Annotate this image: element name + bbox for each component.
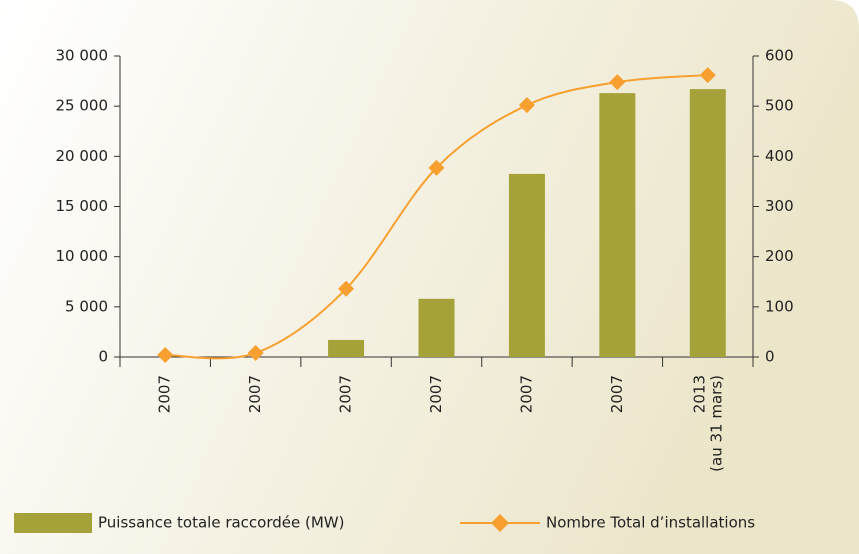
x-annotation: (au 31 mars)	[707, 375, 725, 472]
legend-marker	[491, 514, 509, 532]
y2-tick-label: 200	[765, 247, 794, 265]
marker	[338, 280, 355, 297]
y2-tick-label: 0	[765, 348, 775, 366]
y2-tick-label: 100	[765, 297, 794, 315]
bar	[599, 93, 636, 357]
y2-tick-label: 500	[765, 97, 794, 115]
y2-tick-label: 400	[765, 147, 794, 165]
x-tick-label: 2007	[608, 375, 626, 413]
y-tick-label: 15 000	[56, 197, 109, 215]
y-tick-label: 5 000	[65, 297, 108, 315]
marker	[247, 344, 264, 361]
bar	[328, 339, 365, 357]
bar	[689, 89, 726, 358]
legend-label: Nombre Total d’installations	[546, 514, 755, 532]
y-tick-label: 0	[98, 348, 108, 366]
y-tick-label: 20 000	[56, 147, 109, 165]
x-tick-label: 2007	[156, 375, 174, 413]
marker	[699, 67, 716, 84]
x-tick-label: 2013	[690, 375, 708, 413]
marker	[518, 97, 535, 114]
y-tick-label: 30 000	[56, 47, 109, 65]
x-tick-label: 2007	[427, 375, 445, 413]
y-tick-label: 25 000	[56, 97, 109, 115]
y-tick-label: 10 000	[56, 247, 109, 265]
marker	[609, 74, 626, 91]
y2-tick-label: 300	[765, 197, 794, 215]
x-tick-label: 2007	[246, 375, 264, 413]
marker	[157, 346, 174, 363]
x-tick-label: 2007	[337, 375, 355, 413]
marker	[428, 159, 445, 176]
legend-swatch	[14, 513, 92, 533]
bar	[418, 298, 455, 357]
bar	[508, 173, 545, 357]
y2-tick-label: 600	[765, 47, 794, 65]
legend-label: Puissance totale raccordée (MW)	[98, 514, 344, 532]
x-tick-label: 2007	[517, 375, 535, 413]
